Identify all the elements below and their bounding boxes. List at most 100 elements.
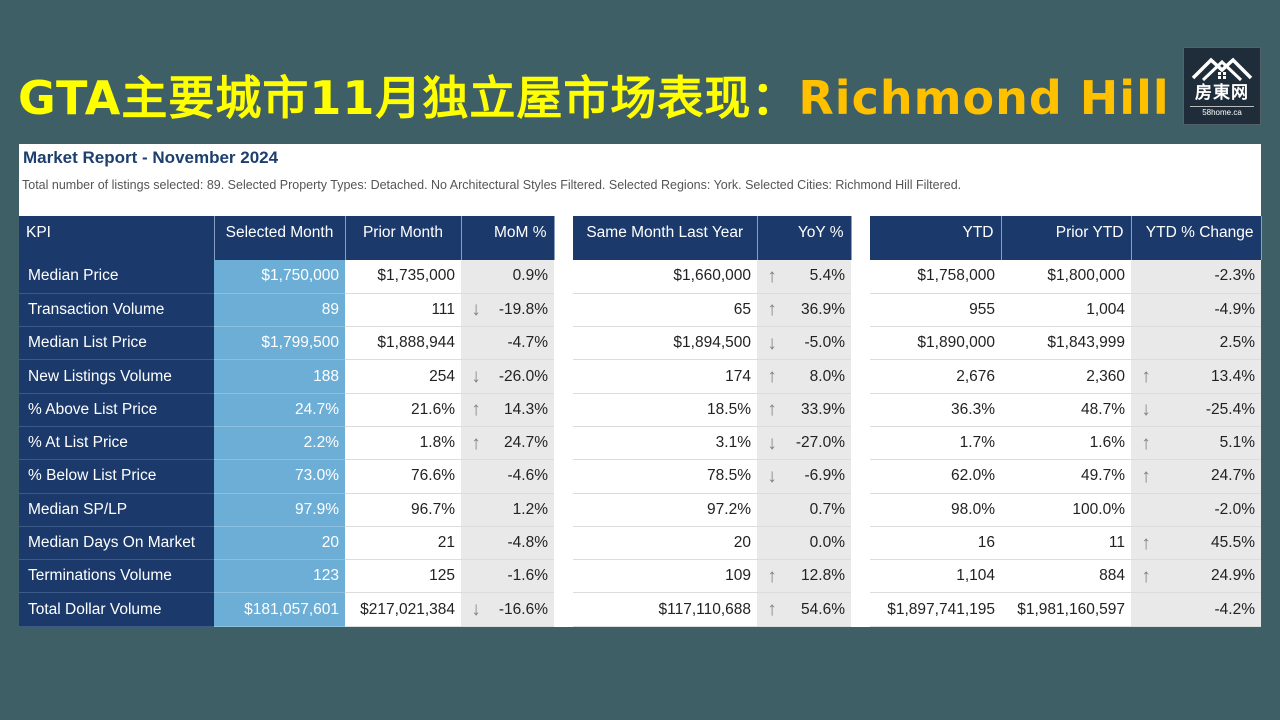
ytd-change-cell: -4.2% xyxy=(1131,592,1261,627)
prior-month-value: 254 xyxy=(345,359,461,394)
ytd-change-cell: 2.5% xyxy=(1131,326,1261,361)
slide-title-city: Richmond Hill xyxy=(798,71,1170,125)
prior-month-value: $217,021,384 xyxy=(345,592,461,627)
percent-value: -26.0% xyxy=(498,367,548,385)
percent-value: -1.6% xyxy=(507,567,549,585)
column-gap xyxy=(554,459,573,494)
mom-cell: ↓ -19.8% xyxy=(461,293,554,328)
arrow-up-icon: ↑ xyxy=(1141,432,1151,454)
prior-month-value: 21.6% xyxy=(345,393,461,427)
mom-cell: -4.8% xyxy=(461,526,554,561)
selected-month-value: $1,750,000 xyxy=(214,260,345,294)
header-ytd: YTD xyxy=(870,216,1002,260)
ytd-change-cell: ↑ 5.1% xyxy=(1131,426,1261,461)
percent-value: -4.9% xyxy=(1214,300,1256,318)
same-month-last-year-value: 18.5% xyxy=(573,393,757,427)
yoy-cell: ↑ 33.9% xyxy=(757,393,851,427)
selected-month-value: 73.0% xyxy=(214,459,345,494)
kpi-label: Transaction Volume xyxy=(19,293,214,328)
arrow-up-icon: ↑ xyxy=(471,432,481,454)
percent-value: 5.1% xyxy=(1219,434,1255,452)
ytd-change-cell: ↑ 24.7% xyxy=(1131,459,1261,494)
prior-month-value: 21 xyxy=(345,526,461,561)
ytd-change-cell: ↑ 13.4% xyxy=(1131,359,1261,394)
prior-month-value: 111 xyxy=(345,293,461,328)
arrow-up-icon: ↑ xyxy=(767,265,777,287)
header-yoy: YoY % xyxy=(757,216,852,260)
yoy-cell: ↓ -6.9% xyxy=(757,459,851,494)
prior-month-value: 96.7% xyxy=(345,493,461,527)
arrow-down-icon: ↓ xyxy=(767,332,777,354)
kpi-label: % Above List Price xyxy=(19,393,214,427)
percent-value: 24.9% xyxy=(1211,567,1255,585)
mom-cell: -1.6% xyxy=(461,559,554,594)
header-selected-month: Selected Month xyxy=(214,216,346,260)
yoy-cell: ↑ 5.4% xyxy=(757,260,851,294)
percent-value: 45.5% xyxy=(1211,534,1255,552)
column-gap xyxy=(851,216,870,260)
table-row: Median List Price $1,799,500 $1,888,944 -4.… xyxy=(19,326,1261,361)
kpi-label: Median Days On Market xyxy=(19,526,214,561)
logo-site-text: 58home.ca xyxy=(1190,106,1254,117)
kpi-label: % At List Price xyxy=(19,426,214,461)
slide-title: GTA主要城市11月独立屋市场表现：Richmond Hill xyxy=(18,62,1170,128)
prior-month-value: 125 xyxy=(345,559,461,594)
prior-ytd-value: 11 xyxy=(1001,526,1131,561)
arrow-up-icon: ↑ xyxy=(1141,565,1151,587)
prior-month-value: $1,888,944 xyxy=(345,326,461,361)
percent-value: -6.9% xyxy=(804,467,846,485)
arrow-up-icon: ↑ xyxy=(767,599,777,621)
column-gap xyxy=(554,393,573,427)
market-report-table: KPI Selected Month Prior Month MoM % Sam… xyxy=(19,216,1262,627)
prior-ytd-value: 884 xyxy=(1001,559,1131,594)
mom-cell: -4.6% xyxy=(461,459,554,494)
mom-cell: ↑ 24.7% xyxy=(461,426,554,461)
ytd-value: 1,104 xyxy=(870,559,1001,594)
report-title: Market Report - November 2024 xyxy=(23,148,279,167)
same-month-last-year-value: $1,894,500 xyxy=(573,326,757,361)
ytd-change-cell: ↑ 45.5% xyxy=(1131,526,1261,561)
mom-cell: ↓ -26.0% xyxy=(461,359,554,394)
kpi-label: Terminations Volume xyxy=(19,559,214,594)
header-same-month-last-year: Same Month Last Year xyxy=(573,216,758,260)
percent-value: 0.0% xyxy=(809,534,845,552)
percent-value: -25.4% xyxy=(1205,400,1255,418)
prior-month-value: 1.8% xyxy=(345,426,461,461)
yoy-cell: ↑ 54.6% xyxy=(757,592,851,627)
kpi-label: Median SP/LP xyxy=(19,493,214,527)
ytd-value: $1,758,000 xyxy=(870,260,1001,294)
yoy-cell: ↑ 8.0% xyxy=(757,359,851,394)
arrow-up-icon: ↑ xyxy=(767,366,777,388)
column-gap xyxy=(851,359,870,394)
percent-value: 0.7% xyxy=(809,500,845,518)
table-row: Median Price $1,750,000 $1,735,000 0.9% $1,6… xyxy=(19,260,1261,294)
ytd-value: 1.7% xyxy=(870,426,1001,461)
header-mom: MoM % xyxy=(461,216,555,260)
same-month-last-year-value: 174 xyxy=(573,359,757,394)
column-gap xyxy=(851,526,870,560)
slide-title-main: GTA主要城市11月独立屋市场表现： xyxy=(18,71,799,125)
prior-ytd-value: $1,800,000 xyxy=(1001,260,1131,294)
selected-month-value: 123 xyxy=(214,559,345,594)
table-row: Transaction Volume 89 111 ↓ -19.8% 65 ↑ 36.9% 95… xyxy=(19,293,1261,328)
arrow-down-icon: ↓ xyxy=(471,366,481,388)
prior-month-value: 76.6% xyxy=(345,459,461,494)
column-gap xyxy=(851,459,870,494)
mom-cell: ↑ 14.3% xyxy=(461,393,554,427)
mom-cell: 1.2% xyxy=(461,493,554,527)
column-gap xyxy=(554,493,573,527)
ytd-change-cell: -2.0% xyxy=(1131,493,1261,527)
prior-ytd-value: $1,981,160,597 xyxy=(1001,592,1131,627)
percent-value: 54.6% xyxy=(801,600,845,618)
percent-value: -27.0% xyxy=(795,434,845,452)
brand-logo: 房東网 58home.ca xyxy=(1183,47,1261,125)
prior-month-value: $1,735,000 xyxy=(345,260,461,294)
kpi-label: % Below List Price xyxy=(19,459,214,494)
percent-value: -4.6% xyxy=(507,467,549,485)
selected-month-value: $1,799,500 xyxy=(214,326,345,361)
yoy-cell: ↑ 12.8% xyxy=(757,559,851,594)
ytd-value: 16 xyxy=(870,526,1001,561)
ytd-change-cell: ↓ -25.4% xyxy=(1131,393,1261,427)
yoy-cell: ↓ -27.0% xyxy=(757,426,851,461)
percent-value: 1.2% xyxy=(512,500,548,518)
